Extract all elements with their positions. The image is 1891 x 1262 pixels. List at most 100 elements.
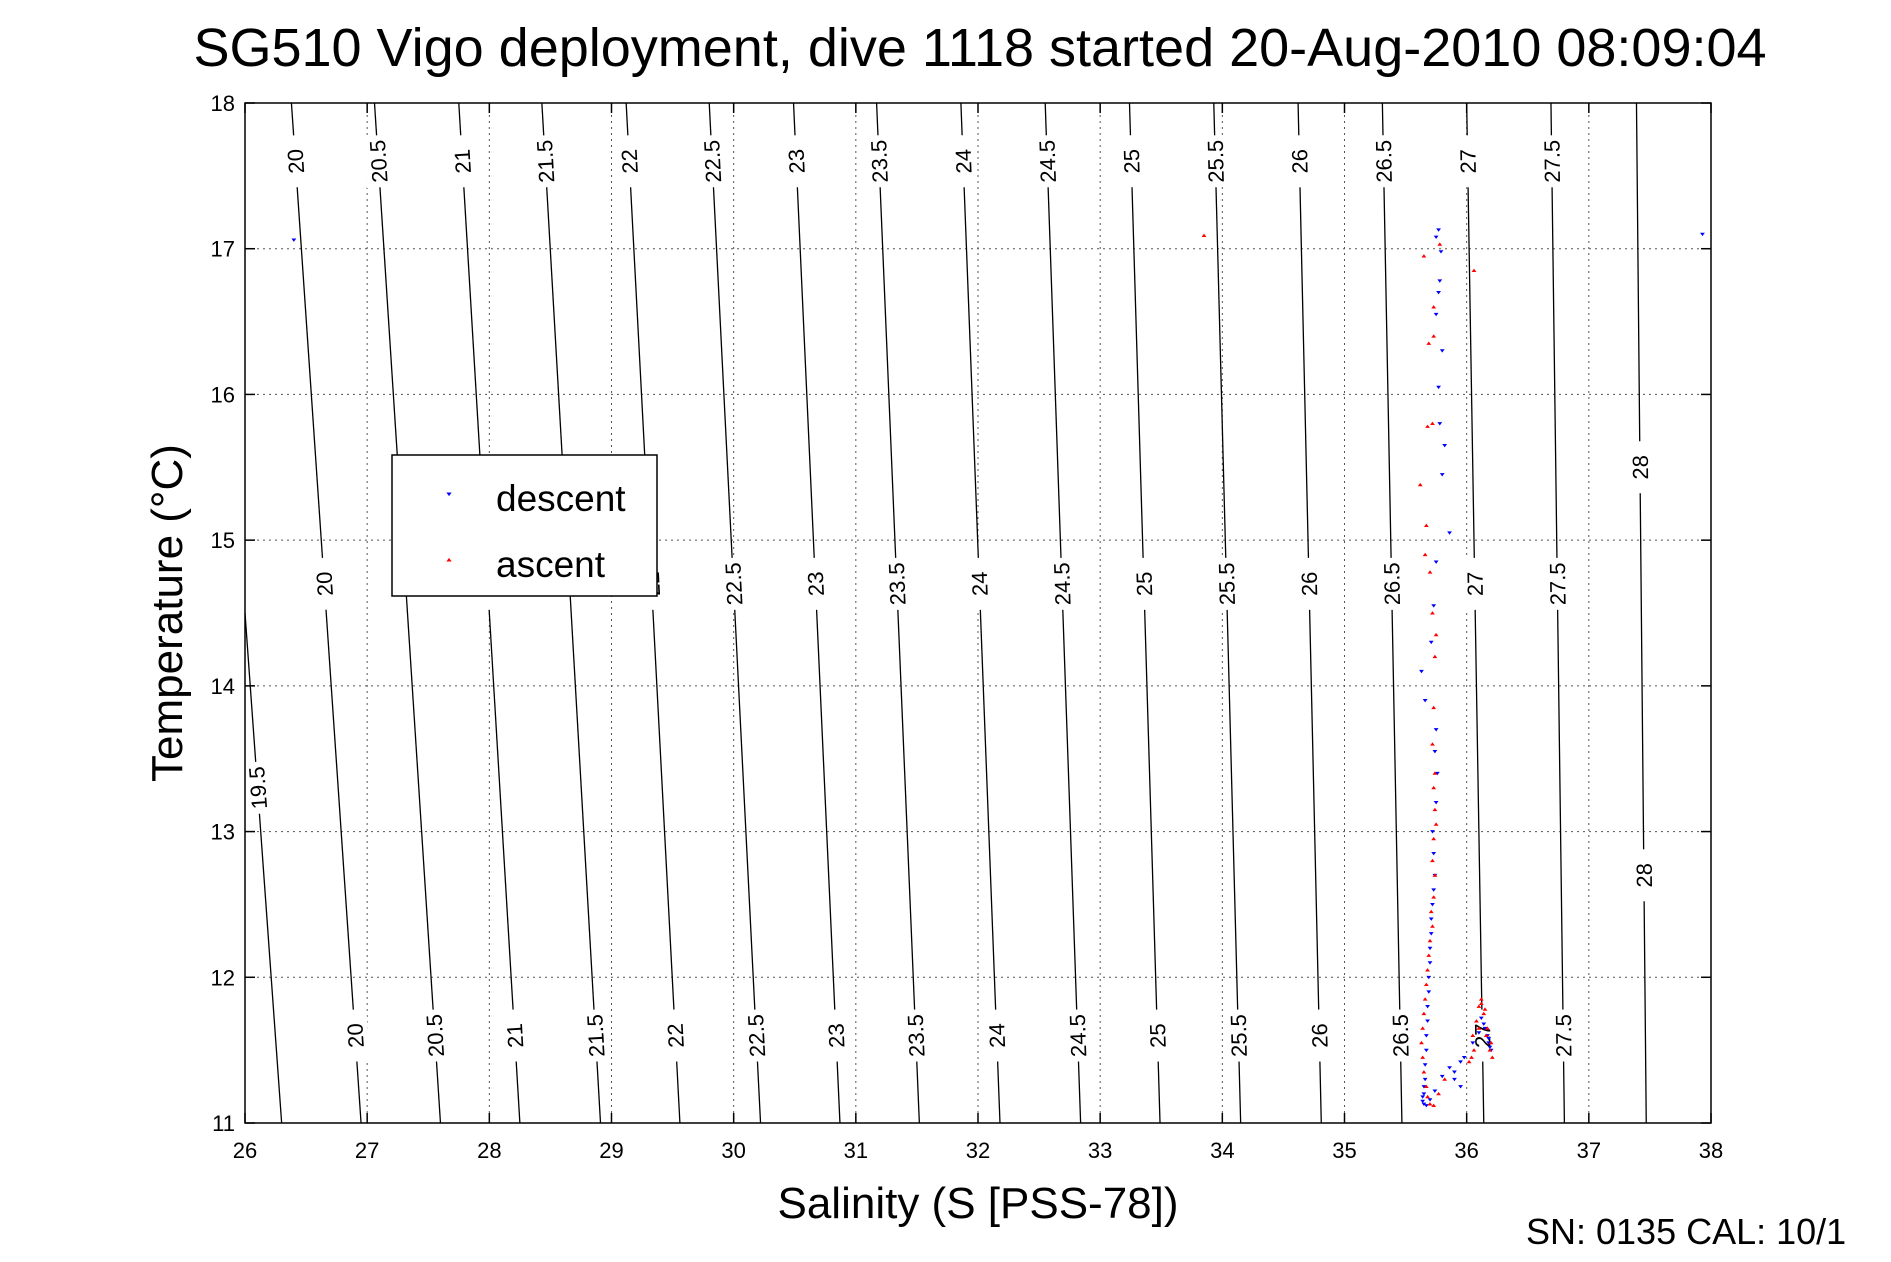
contour-label-knockout xyxy=(581,1008,610,1063)
descent-point xyxy=(1430,830,1435,834)
ascent-point xyxy=(1423,1084,1429,1089)
density-contour-line xyxy=(708,102,762,1124)
density-contour-line xyxy=(1635,102,1647,1124)
contour-label-knockout xyxy=(1468,1009,1496,1062)
descent-point xyxy=(1425,1004,1430,1009)
descent-point xyxy=(1427,1098,1433,1102)
contour-level-label: 26 xyxy=(1297,571,1323,596)
ascent-point xyxy=(1469,1055,1474,1059)
ascent-point xyxy=(1431,705,1437,710)
ascent-point xyxy=(1423,982,1429,987)
ascent-point xyxy=(1425,1094,1430,1099)
ascent-point xyxy=(1427,570,1433,574)
contour-label-knockout xyxy=(1224,1009,1253,1062)
ascent-point xyxy=(1432,771,1438,775)
density-contour-line xyxy=(1297,102,1322,1124)
contour-label-knockout xyxy=(864,134,894,188)
contour-level-label: 21 xyxy=(502,1023,528,1049)
contour-level-label: 26.5 xyxy=(1379,562,1405,605)
descent-point xyxy=(1439,349,1445,353)
contour-level-label: 23.5 xyxy=(866,139,893,183)
contour-level-label: 22.5 xyxy=(743,1014,770,1058)
descent-point xyxy=(1476,1031,1482,1035)
density-contour-line xyxy=(244,612,283,1124)
y-axis: 11 12 13 14 15 16 17 18 xyxy=(211,91,1711,1136)
contour-level-label: 25.5 xyxy=(1203,140,1229,183)
contour-level-label: 24.5 xyxy=(1065,1014,1091,1058)
y-tick-label: 13 xyxy=(211,820,235,845)
ascent-point xyxy=(1420,1055,1426,1059)
descent-point xyxy=(1487,1045,1493,1050)
contour-label-knockout xyxy=(1305,1009,1333,1062)
density-contour-line xyxy=(960,102,1001,1124)
descent-point xyxy=(1439,1074,1445,1079)
contour-label-knockout xyxy=(1454,135,1482,188)
descent-point xyxy=(1431,604,1437,608)
descent-point xyxy=(1428,917,1434,921)
density-contour-line xyxy=(1128,102,1161,1124)
contour-level-label: 28 xyxy=(1628,455,1653,480)
contour-label-knockout xyxy=(801,557,830,611)
x-tick-label: 27 xyxy=(355,1138,379,1163)
ascent-point xyxy=(1488,1040,1494,1045)
ascent-point xyxy=(1471,1048,1477,1052)
ascent-point xyxy=(1421,1011,1427,1016)
ascent-point xyxy=(1417,482,1423,487)
contour-level-label: 27.5 xyxy=(1551,1014,1577,1057)
ascent-point xyxy=(1419,1040,1424,1045)
x-tick-label: 32 xyxy=(966,1138,990,1163)
contour-label-knockout xyxy=(1033,134,1062,188)
descent-point xyxy=(1482,1026,1488,1031)
ascent-point xyxy=(1433,822,1439,826)
contour-label-knockout xyxy=(1378,557,1406,611)
descent-point xyxy=(1427,946,1433,951)
ascent-point xyxy=(1478,1001,1484,1005)
ascent-point xyxy=(1422,997,1428,1001)
ascent-point xyxy=(1421,254,1427,258)
ascent-point xyxy=(1431,1103,1437,1107)
descent-point xyxy=(1423,1048,1429,1053)
ascent-point xyxy=(1425,424,1430,428)
contour-label-knockout xyxy=(1117,134,1146,188)
descent-point xyxy=(1431,888,1437,892)
x-tick-label: 35 xyxy=(1332,1138,1356,1163)
chart-title: SG510 Vigo deployment, dive 1118 started… xyxy=(193,18,1766,78)
contour-label-knockout xyxy=(949,134,978,188)
contour-label-knockout xyxy=(500,1008,530,1063)
contour-label-knockout xyxy=(782,134,811,188)
contour-label-knockout xyxy=(1626,441,1654,494)
descent-point xyxy=(1420,1099,1426,1104)
ascent-point xyxy=(1478,997,1484,1001)
descent-point xyxy=(1437,279,1443,283)
legend-box xyxy=(391,454,658,597)
contour-level-label: 27 xyxy=(1455,149,1480,174)
descent-point xyxy=(1436,228,1441,232)
ascent-point xyxy=(1430,742,1435,746)
descent-point xyxy=(1452,1077,1457,1082)
density-contour-line xyxy=(1213,102,1242,1124)
ascent-point xyxy=(1422,552,1428,557)
contour-label-knockout xyxy=(901,1009,930,1063)
ascent-point xyxy=(1201,233,1207,238)
density-contour-line xyxy=(1466,102,1485,1124)
descent-point xyxy=(1442,443,1448,448)
contour-label-knockout xyxy=(1538,135,1566,188)
ascent-point xyxy=(1466,1059,1472,1064)
descent-point xyxy=(1426,975,1432,980)
contour-level-label: 20 xyxy=(342,1022,369,1048)
density-contour-line xyxy=(1550,102,1566,1124)
contour-level-label: 23.5 xyxy=(903,1014,930,1058)
descent-point xyxy=(1434,771,1440,776)
ascent-point xyxy=(1482,1007,1488,1011)
ascent-point xyxy=(1426,341,1432,345)
ascent-legend-symbol xyxy=(446,557,452,562)
descent-point xyxy=(1423,1034,1429,1038)
descent-point xyxy=(1421,1085,1427,1089)
ascent-point xyxy=(1427,1102,1433,1106)
ascent-point xyxy=(1432,873,1438,877)
contour-level-label: 24 xyxy=(951,149,977,174)
contour-level-label: 23.5 xyxy=(884,562,911,606)
ascent-point xyxy=(1471,268,1477,273)
y-tick-label: 14 xyxy=(211,674,235,699)
density-contours xyxy=(244,102,1647,1124)
